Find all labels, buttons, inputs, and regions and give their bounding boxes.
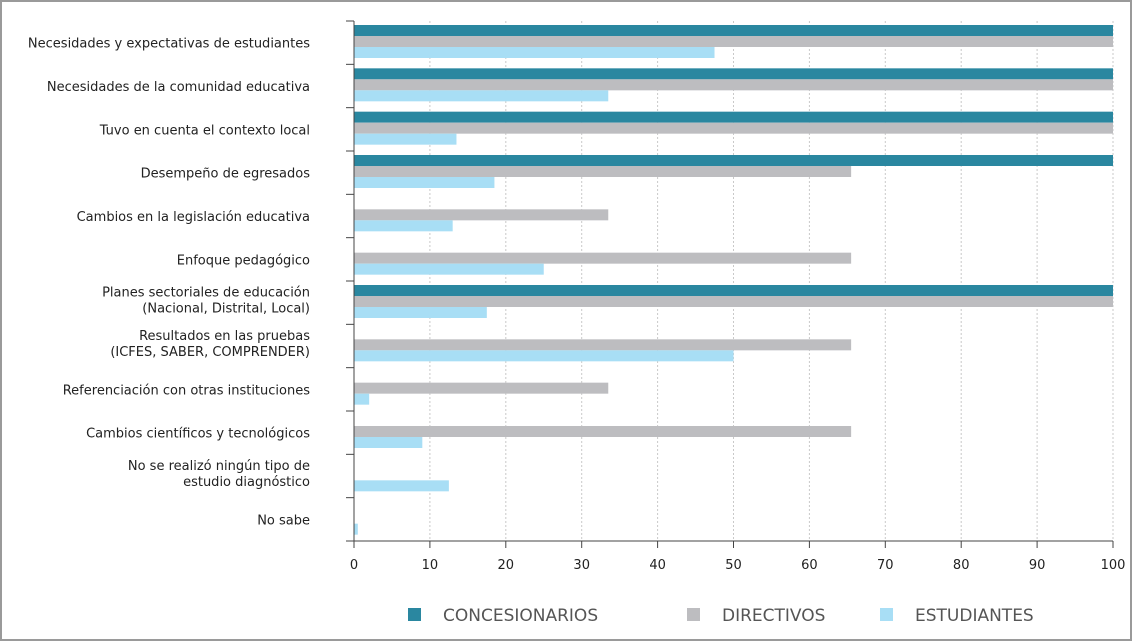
x-tick-label-100: 100 [1101, 558, 1126, 573]
bar-estudiantes-2 [354, 133, 457, 145]
bar-concesionarios-1 [354, 68, 1113, 80]
legend-swatch-concesionarios [408, 608, 421, 621]
bar-estudiantes-9 [354, 437, 423, 448]
category-label-7-line-1: (ICFES, SABER, COMPRENDER) [110, 345, 310, 360]
category-label-10-line-0: No se realizó ningún tipo de [128, 459, 310, 474]
x-tick-label-50: 50 [725, 558, 742, 573]
category-label-11: No sabe [257, 513, 310, 528]
legend-label-directivos: DIRECTIVOS [722, 606, 825, 626]
legend-swatch-estudiantes [880, 608, 893, 621]
bar-directivos-7 [354, 339, 852, 351]
bar-directivos-9 [354, 426, 852, 437]
legend-swatch-directivos [687, 608, 700, 621]
bar-concesionarios-2 [354, 111, 1113, 123]
category-label-8: Referenciación con otras instituciones [63, 383, 310, 398]
category-label-1: Necesidades de la comunidad educativa [47, 80, 310, 95]
category-label-2: Tuvo en cuenta el contexto local [99, 123, 310, 138]
category-label-3: Desempeño de egresados [141, 167, 311, 182]
bar-estudiantes-4 [354, 220, 453, 232]
category-label-6-line-0: Planes sectoriales de educación [102, 286, 310, 301]
bar-estudiantes-5 [354, 263, 544, 275]
bar-estudiantes-7 [354, 350, 734, 362]
bar-estudiantes-11 [354, 523, 358, 535]
bar-directivos-3 [354, 166, 852, 177]
x-tick-label-0: 0 [350, 558, 358, 573]
x-tick-label-70: 70 [877, 558, 894, 573]
bar-directivos-4 [354, 209, 609, 221]
bar-directivos-8 [354, 382, 609, 394]
category-label-6-line-1: (Nacional, Distrital, Local) [142, 302, 310, 317]
category-label-7-line-0: Resultados en las pruebas [139, 329, 310, 344]
bar-estudiantes-8 [354, 393, 370, 405]
bar-directivos-0 [354, 36, 1113, 47]
x-tick-label-80: 80 [953, 558, 970, 573]
bar-concesionarios-0 [354, 25, 1113, 36]
x-tick-label-20: 20 [498, 558, 515, 573]
bar-directivos-2 [354, 122, 1113, 134]
bar-directivos-5 [354, 252, 852, 264]
category-label-10-line-1: estudio diagnóstico [183, 475, 310, 490]
legend-label-estudiantes: ESTUDIANTES [915, 606, 1034, 626]
x-tick-label-90: 90 [1029, 558, 1046, 573]
bar-estudiantes-0 [354, 47, 715, 58]
bar-concesionarios-6 [354, 285, 1113, 296]
bar-estudiantes-3 [354, 177, 495, 188]
bar-directivos-6 [354, 296, 1113, 307]
x-tick-label-10: 10 [422, 558, 439, 573]
category-label-9: Cambios científicos y tecnológicos [86, 427, 310, 442]
legend-label-concesionarios: CONCESIONARIOS [443, 606, 598, 626]
category-label-4: Cambios en la legislación educativa [77, 210, 310, 225]
bar-estudiantes-6 [354, 307, 487, 318]
x-tick-label-30: 30 [573, 558, 590, 573]
category-label-5: Enfoque pedagógico [177, 253, 310, 268]
category-label-0: Necesidades y expectativas de estudiante… [28, 37, 310, 52]
bar-concesionarios-3 [354, 155, 1113, 166]
x-tick-label-60: 60 [801, 558, 818, 573]
bar-estudiantes-1 [354, 90, 609, 102]
bar-estudiantes-10 [354, 480, 449, 492]
bar-directivos-1 [354, 79, 1113, 91]
x-tick-label-40: 40 [649, 558, 666, 573]
